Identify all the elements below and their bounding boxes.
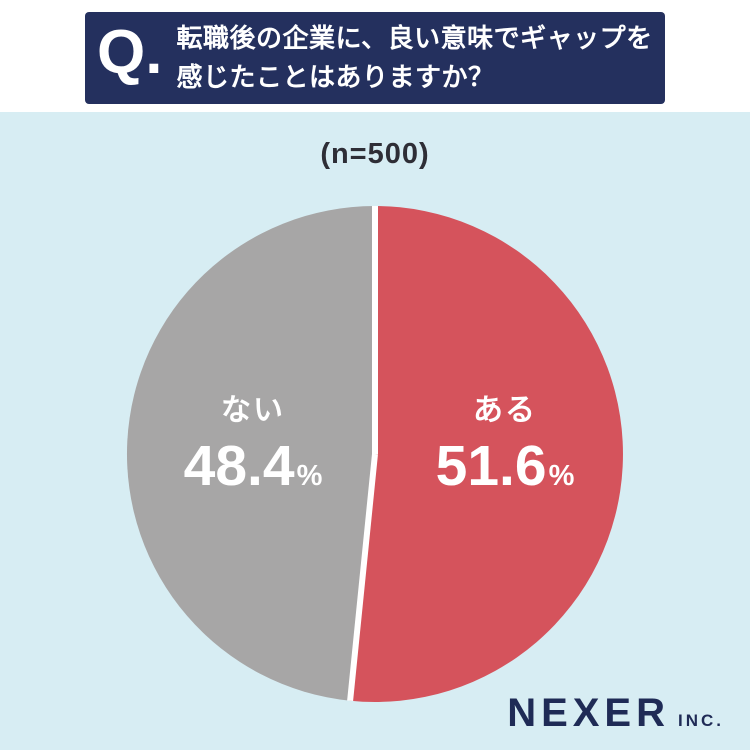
slice-value-number-nai: 48.4: [183, 434, 295, 498]
slice-value-aru: 51.6%: [436, 433, 575, 499]
brand-logo: NEXER INC.: [507, 691, 724, 736]
pie-slice: [126, 206, 375, 701]
slice-percent-sign-nai: %: [296, 460, 323, 492]
q-mark: Q.: [97, 18, 163, 87]
slice-percent-sign-aru: %: [548, 460, 575, 492]
question-text-line1: 転職後の企業に、良い意味でギャップを: [176, 23, 653, 53]
slice-value-number-aru: 51.6: [435, 434, 547, 498]
slice-category-aru: ある: [473, 394, 537, 427]
sample-size-label: (n=500): [320, 138, 430, 170]
slice-category-nai: ない: [221, 394, 285, 427]
pie-chart: ない 48.4% ある 51.6%: [125, 204, 625, 704]
chart-section: (n=500) ない 48.4% ある 51.6% NEXER INC.: [0, 112, 750, 750]
pie-slice: [350, 206, 623, 702]
brand-suffix: INC.: [678, 711, 724, 730]
pie-divider-line: [347, 453, 378, 702]
pie-chart-svg: [126, 206, 623, 702]
question-text-line2: 感じたことはありますか？: [176, 62, 495, 92]
pie-slice-label-nai: ない 48.4%: [184, 385, 323, 499]
question-text: 転職後の企業に、良い意味でギャップを 感じたことはありますか？: [176, 19, 652, 97]
header-section: Q. 転職後の企業に、良い意味でギャップを 感じたことはありますか？: [0, 0, 750, 112]
brand-name: NEXER: [507, 691, 670, 735]
question-box: Q. 転職後の企業に、良い意味でギャップを 感じたことはありますか？: [85, 12, 665, 104]
slice-value-nai: 48.4%: [184, 433, 323, 499]
pie-slice-label-aru: ある 51.6%: [436, 385, 575, 499]
